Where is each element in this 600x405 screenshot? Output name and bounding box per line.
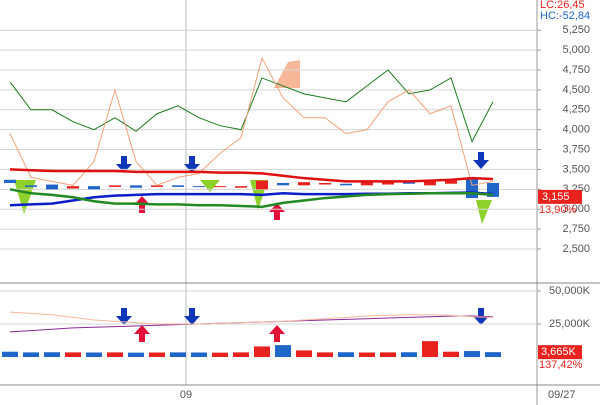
candle xyxy=(151,185,163,187)
change-label: 137,42% xyxy=(539,359,583,371)
candle xyxy=(445,180,457,184)
lc-label: LC:26,45 xyxy=(540,0,585,11)
candle xyxy=(319,182,331,185)
volume-bar xyxy=(2,351,18,357)
candle xyxy=(214,186,226,188)
buy-arrow xyxy=(269,203,285,220)
candle xyxy=(424,180,436,186)
change-label: 13,90% xyxy=(539,204,577,216)
candle xyxy=(88,186,100,190)
volume-bar xyxy=(149,352,165,357)
signal-triangle xyxy=(14,180,36,214)
y-tick-label: 4,750 xyxy=(562,64,590,76)
y-tick-label: 3,000 xyxy=(562,203,590,215)
sell-arrow xyxy=(184,156,200,173)
sell-arrow xyxy=(184,308,200,325)
candle xyxy=(403,182,415,184)
candle xyxy=(109,185,121,187)
y-tick-label: 2,500 xyxy=(562,243,590,255)
candle xyxy=(298,182,310,186)
volume-bar xyxy=(485,352,501,357)
candle xyxy=(466,178,478,199)
candle xyxy=(235,186,247,188)
candle xyxy=(172,185,184,187)
volume-bar xyxy=(191,352,207,357)
volume-bar xyxy=(254,346,270,357)
volume-bar xyxy=(296,350,312,357)
volume-bar xyxy=(65,352,81,357)
volume-bar xyxy=(233,352,249,357)
volume-bar xyxy=(443,351,459,357)
candle xyxy=(256,180,268,190)
candle xyxy=(277,182,289,186)
line-series xyxy=(9,188,494,209)
candle xyxy=(4,179,16,183)
candle xyxy=(340,183,352,186)
buy-arrow xyxy=(134,325,150,342)
sell-arrow xyxy=(116,308,132,325)
volume-bar xyxy=(275,345,291,357)
candle xyxy=(25,185,37,187)
signal-area xyxy=(274,60,300,88)
volume-bar xyxy=(401,352,417,357)
volume-bar xyxy=(317,352,333,357)
y-tick-label: 2,750 xyxy=(562,223,590,235)
volume-bar xyxy=(128,352,144,357)
volume-box xyxy=(538,345,582,360)
volume-bar xyxy=(86,352,102,357)
volume-bar xyxy=(422,341,438,357)
candle xyxy=(130,185,142,188)
y-tick-label: 4,250 xyxy=(562,104,590,116)
candle xyxy=(382,181,394,185)
price-label: 3,155 xyxy=(542,191,570,203)
volume-bar xyxy=(212,352,228,357)
x-tick-label: 09 xyxy=(180,389,192,401)
buy-arrow xyxy=(269,325,285,342)
line-series xyxy=(9,56,494,186)
volume-bar xyxy=(107,352,123,357)
y-tick-label: 5,000 xyxy=(562,44,590,56)
y-tick-label: 3,500 xyxy=(562,163,590,175)
volume-bar xyxy=(338,352,354,357)
volume-bar xyxy=(464,351,480,357)
price-box xyxy=(538,189,582,204)
current-date: 09/27 xyxy=(548,389,576,401)
volume-label: 3,665K xyxy=(541,346,577,358)
line-series xyxy=(9,311,494,325)
candle xyxy=(46,184,58,190)
signal-triangle xyxy=(200,180,220,192)
candle xyxy=(361,182,373,186)
volume-bar xyxy=(23,352,39,357)
sell-arrow xyxy=(116,156,132,173)
hc-label: HC:-52,84 xyxy=(540,10,590,22)
line-series xyxy=(9,168,494,183)
signal-triangle xyxy=(476,200,492,224)
y-tick-label: 3,750 xyxy=(562,143,590,155)
y-tick-label: 4,000 xyxy=(562,124,590,136)
volume-bar xyxy=(170,352,186,357)
y-tick-label: 5,250 xyxy=(562,24,590,36)
volume-bar xyxy=(359,352,375,357)
y-tick-label: 25,000K xyxy=(549,318,591,330)
y-tick-label: 50,000K xyxy=(549,285,591,297)
volume-bar xyxy=(380,352,396,357)
candle xyxy=(193,186,205,188)
volume-bar xyxy=(44,352,60,357)
y-tick-label: 4,500 xyxy=(562,84,590,96)
candle xyxy=(67,186,79,189)
sell-arrow xyxy=(473,152,489,169)
